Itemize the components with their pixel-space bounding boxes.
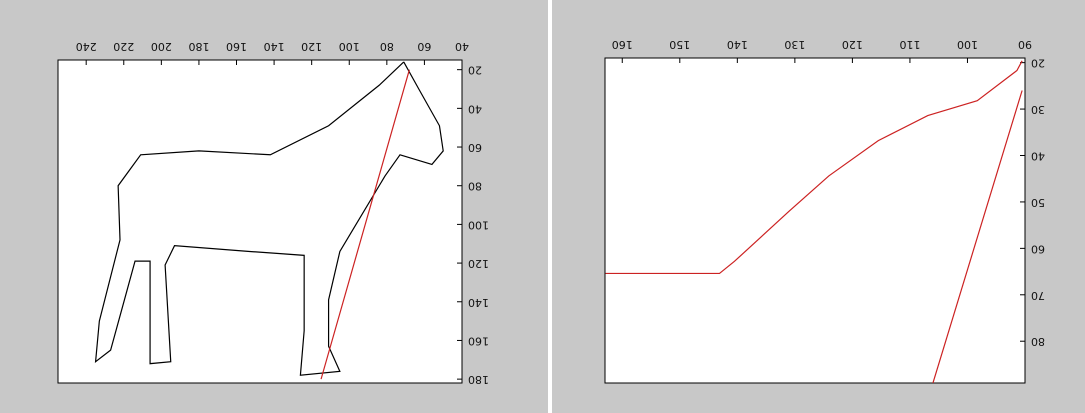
y-tick-label: 60 (468, 141, 482, 154)
x-tick-label: 100 (339, 40, 360, 53)
y-tick-label: 80 (468, 180, 482, 193)
x-tick-label: 110 (899, 38, 920, 51)
x-tick-label: 160 (612, 38, 633, 51)
y-tick-label: 140 (468, 296, 489, 309)
plot-area (605, 58, 1025, 383)
x-tick-label: 200 (151, 40, 172, 53)
x-tick-label: 90 (1018, 38, 1032, 51)
x-tick-label: 160 (226, 40, 247, 53)
y-tick-label: 60 (1031, 242, 1045, 255)
x-tick-label: 120 (842, 38, 863, 51)
x-tick-label: 80 (380, 40, 394, 53)
y-tick-label: 80 (1031, 335, 1045, 348)
x-tick-label: 140 (727, 38, 748, 51)
x-tick-label: 150 (669, 38, 690, 51)
y-tick-label: 70 (1031, 289, 1045, 302)
y-tick-label: 120 (468, 257, 489, 270)
divider (548, 0, 552, 413)
x-tick-label: 220 (113, 40, 134, 53)
x-tick-label: 60 (417, 40, 431, 53)
plot-area (58, 60, 462, 383)
x-tick-label: 180 (188, 40, 209, 53)
y-tick-label: 40 (1031, 150, 1045, 163)
y-tick-label: 100 (468, 218, 489, 231)
x-tick-label: 240 (76, 40, 97, 53)
screenshot: 40 60 80 100 120 140 160 180 200 220 240 20 40 60 80 10… (0, 0, 1085, 413)
y-tick-label: 40 (468, 102, 482, 115)
y-tick-label: 180 (468, 373, 489, 386)
y-tick-label: 20 (468, 64, 482, 77)
y-tick-label: 50 (1031, 196, 1045, 209)
y-tick-label: 160 (468, 334, 489, 347)
x-tick-label: 100 (957, 38, 978, 51)
x-tick-label: 120 (301, 40, 322, 53)
x-tick-label: 140 (264, 40, 285, 53)
y-tick-label: 20 (1031, 57, 1045, 70)
y-tick-label: 30 (1031, 103, 1045, 116)
x-tick-label: 40 (455, 40, 469, 53)
x-tick-label: 130 (784, 38, 805, 51)
